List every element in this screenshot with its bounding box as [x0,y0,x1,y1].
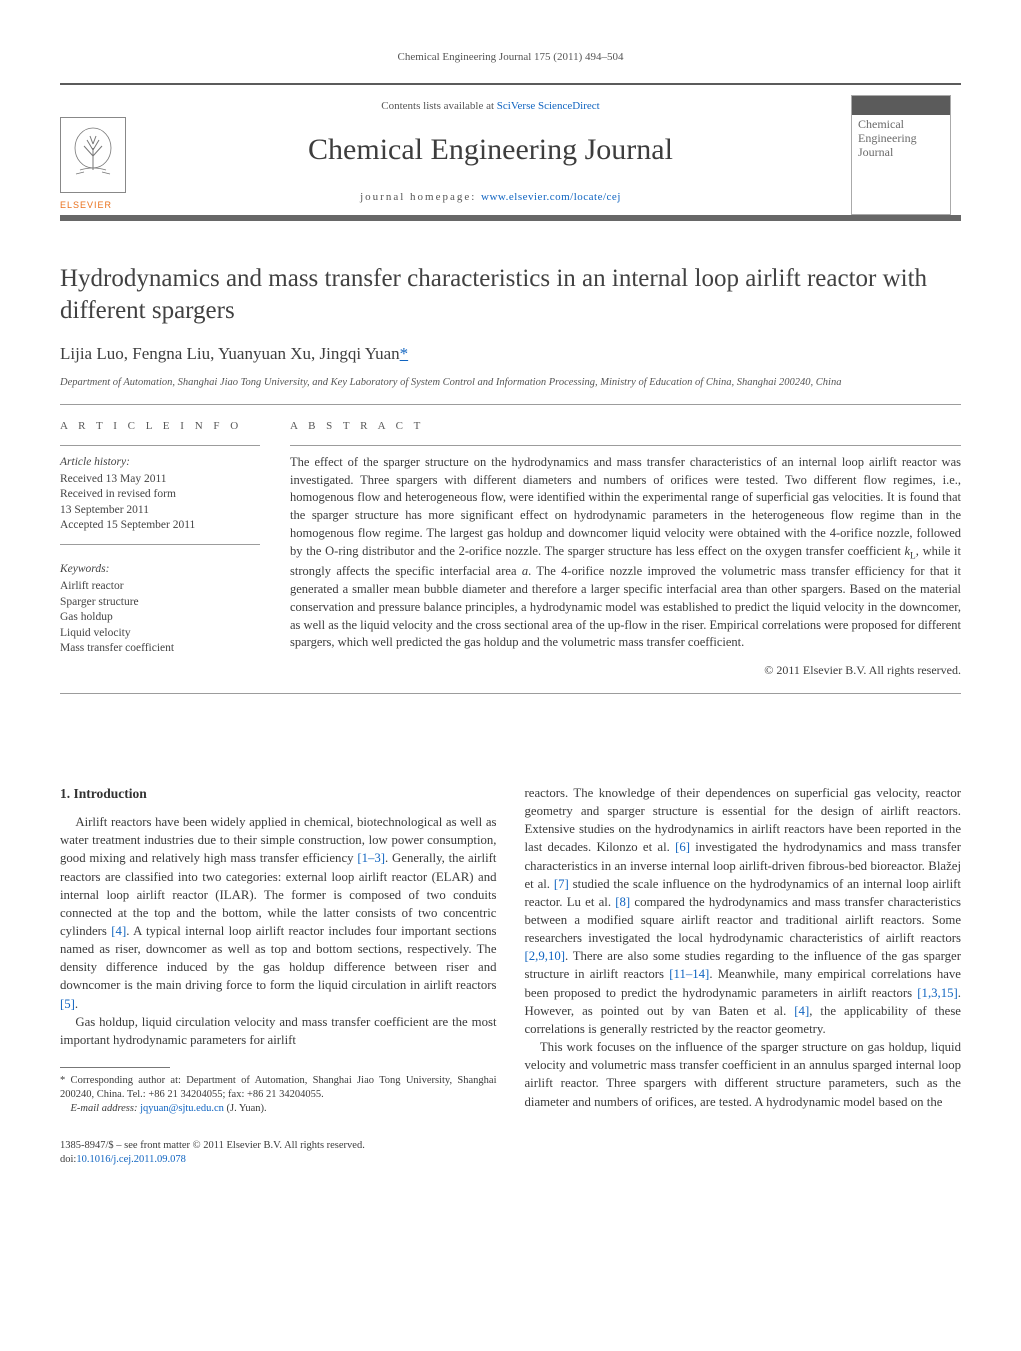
keyword: Sparger structure [60,595,260,611]
cite-link[interactable]: [4] [794,1004,809,1018]
rule-above-info [60,404,961,405]
cite-link[interactable]: [1–3] [357,851,385,865]
intro-para-2: Gas holdup, liquid circulation velocity … [60,1013,497,1049]
journal-cover-thumb: Chemical Engineering Journal [851,95,951,215]
rule-abs [290,445,961,446]
doi-link[interactable]: 10.1016/j.cej.2011.09.078 [76,1154,186,1165]
text: . [75,997,78,1011]
homepage-link[interactable]: www.elsevier.com/locate/cej [481,191,621,203]
footer-doi: doi:10.1016/j.cej.2011.09.078 [60,1153,961,1167]
sciencedirect-link[interactable]: SciVerse ScienceDirect [497,100,600,112]
corresponding-footnote: * Corresponding author at: Department of… [60,1074,497,1117]
abstract-label: A B S T R A C T [290,419,961,434]
footnote-rule [60,1067,170,1068]
col2-para-1: reactors. The knowledge of their depende… [525,784,962,1038]
footnote-text: Corresponding author at: Department of A… [60,1075,497,1100]
contents-line: Contents lists available at SciVerse Sci… [150,99,831,114]
keyword: Gas holdup [60,610,260,626]
corresponding-marker-link[interactable]: * [400,344,409,363]
cite-link[interactable]: [4] [111,924,126,938]
intro-heading: 1. Introduction [60,784,497,803]
history-line: Received in revised form [60,487,260,503]
cite-link[interactable]: [11–14] [669,967,709,981]
abstract-col: A B S T R A C T The effect of the sparge… [290,419,961,679]
footer-line-1: 1385-8947/$ – see front matter © 2011 El… [60,1139,961,1153]
copyright: © 2011 Elsevier B.V. All rights reserved… [290,662,961,679]
journal-name: Chemical Engineering Journal [150,129,831,171]
affiliation: Department of Automation, Shanghai Jiao … [60,376,961,391]
email-label: E-mail address: [71,1103,141,1114]
intro-para-1: Airlift reactors have been widely applie… [60,813,497,1013]
masthead: ELSEVIER Contents lists available at Sci… [60,85,961,221]
authors: Lijia Luo, Fengna Liu, Yuanyuan Xu, Jing… [60,342,961,366]
rule-below-abstract [60,693,961,694]
article-info-col: A R T I C L E I N F O Article history: R… [60,419,260,679]
homepage-prefix: journal homepage: [360,191,481,203]
abstract-text: The effect of the sparger structure on t… [290,454,961,652]
keywords-head: Keywords: [60,561,260,577]
cite-link[interactable]: [2,9,10] [525,949,566,963]
running-head: Chemical Engineering Journal 175 (2011) … [60,50,961,65]
abstract-body: The effect of the sparger structure on t… [290,455,961,650]
email-tail: (J. Yuan). [224,1103,267,1114]
cite-link[interactable]: [1,3,15] [917,986,958,1000]
cite-link[interactable]: [6] [675,840,690,854]
elsevier-tree-icon [60,117,126,193]
keyword: Airlift reactor [60,579,260,595]
col2-para-2: This work focuses on the influence of th… [525,1038,962,1111]
keyword: Liquid velocity [60,626,260,642]
cite-link[interactable]: [7] [554,877,569,891]
text: . A typical internal loop airlift reacto… [60,924,497,992]
history-line: 13 September 2011 [60,503,260,519]
footer: 1385-8947/$ – see front matter © 2011 El… [60,1139,961,1167]
article-info-label: A R T I C L E I N F O [60,419,260,434]
history-line: Received 13 May 2011 [60,472,260,488]
email-link[interactable]: jqyuan@sjtu.edu.cn [140,1103,224,1114]
masthead-center: Contents lists available at SciVerse Sci… [140,95,841,215]
rule-info-2 [60,544,260,545]
history-head: Article history: [60,454,260,470]
publisher-wordmark: ELSEVIER [60,199,140,212]
homepage-line: journal homepage: www.elsevier.com/locat… [150,190,831,205]
contents-prefix: Contents lists available at [381,100,496,112]
info-abstract-row: A R T I C L E I N F O Article history: R… [60,419,961,679]
doi-label: doi: [60,1154,76,1165]
article-title: Hydrodynamics and mass transfer characte… [60,263,961,326]
body-two-column: 1. Introduction Airlift reactors have be… [60,784,961,1117]
cite-link[interactable]: [8] [615,895,630,909]
keyword: Mass transfer coefficient [60,641,260,657]
masthead-left: ELSEVIER [60,95,140,215]
cite-link[interactable]: [5] [60,997,75,1011]
masthead-right: Chemical Engineering Journal [841,95,961,215]
history-line: Accepted 15 September 2011 [60,518,260,534]
authors-list: Lijia Luo, Fengna Liu, Yuanyuan Xu, Jing… [60,344,400,363]
rule-info [60,445,260,446]
